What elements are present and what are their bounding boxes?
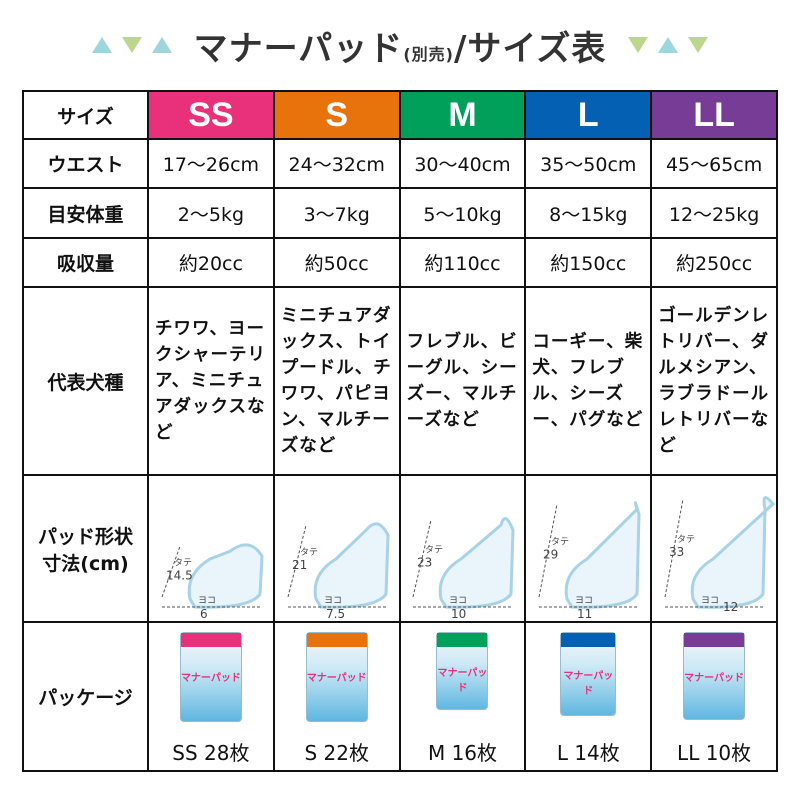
breeds-text: ゴールデンレトリバー、ダルメシアン、ラブラドールレトリバーなど [658,306,770,456]
pad-shape-image: タテ 23 ヨコ 10 [412,516,515,619]
weight-value: 2〜5kg [177,203,245,226]
weight-value: 8〜15kg [549,203,628,226]
size-header-SS: SS [147,90,275,140]
triangle-down-icon [688,37,709,53]
triangle-up-icon [658,37,679,53]
size-header-S: S [272,90,401,140]
package-count: SS 28枚 [172,740,250,765]
package-count: S 22枚 [304,740,369,765]
weight-value: 5〜10kg [423,203,502,226]
triangle-up-icon [151,37,172,53]
row-package: パッケージ マナーパッド SS 28枚 マナーパッド S 22枚 マナーパッド M 16枚 マ… [22,621,778,772]
page-title: マナーパッド(別売)/サイズ表 [0,20,800,70]
tate-value: 29 [543,547,558,561]
package-count: LL 10枚 [677,740,752,765]
package-brand: マナーパッド [306,673,367,685]
yoko-value: 7.5 [326,607,345,619]
package-image: マナーパッド [683,631,746,720]
pad-shape-image: タテ 29 ヨコ 11 [538,500,641,619]
tate-value: 21 [292,558,307,572]
package-brand: マナーパッド [684,672,745,684]
label-package: パッケージ [22,621,149,772]
yoko-label: ヨコ [449,596,467,606]
yoko-label: ヨコ [198,596,216,606]
tate-value: 23 [417,555,432,569]
yoko-value: 12 [723,600,738,614]
row-breeds: 代表犬種 チワワ、ヨークシャーテリア、ミニチュアダックスなど ミニチュアダックス、ト… [22,286,778,476]
triangle-up-icon [91,37,112,53]
breeds-text: チワワ、ヨークシャーテリア、ミニチュアダックスなど [155,319,266,443]
row-pad: パッド形状 寸法(cm) タテ 14.5 ヨコ 6 タテ 21 ヨコ 7.5 タ… [22,474,778,623]
label-absorb: 吸収量 [22,237,149,288]
size-name: M [448,95,477,134]
tate-label: タテ [425,544,443,555]
row-absorb: 吸収量 約20cc 約50cc 約110cc 約150cc 約250cc [22,237,778,288]
tate-label: タテ [551,536,569,547]
size-header-LL: LL [650,90,778,140]
absorb-value: 約50cc [304,253,369,275]
tate-label: タテ [677,534,695,545]
row-weight: 目安体重 2〜5kg 3〜7kg 5〜10kg 8〜15kg 12〜25kg [22,187,778,239]
package-image: マナーパッド [179,631,242,722]
pad-shape-image: タテ 33 ヨコ 12 [664,495,776,614]
title-text: マナーパッド(別売)/サイズ表 [194,21,607,70]
yoko-value: 10 [451,607,466,619]
size-name: LL [693,95,735,134]
waist-value: 24〜32cm [288,154,385,176]
weight-value: 3〜7kg [303,203,370,226]
waist-value: 45〜65cm [665,154,763,176]
yoko-label: ヨコ [575,596,593,606]
breeds-text: フレブル、ビーグル、シーズー、マルチーズなど [406,332,518,430]
weight-value: 12〜25kg [668,203,760,226]
pad-shape-image: タテ 14.5 ヨコ 6 [161,542,264,619]
tate-value: 14.5 [166,568,193,582]
yoko-value: 6 [200,607,208,619]
yoko-label: ヨコ [701,596,719,606]
label-breeds: 代表犬種 [22,286,149,476]
package-brand: マナーパッド [180,673,241,685]
title-tail: /サイズ表 [453,28,607,69]
size-header-M: M [398,90,527,140]
absorb-value: 約150cc [550,253,627,275]
waist-value: 17〜26cm [162,154,260,176]
pad-shape-image: タテ 21 ヨコ 7.5 [287,521,390,619]
size-name: SS [188,95,234,134]
label-waist: ウエスト [22,138,149,189]
breeds-text: コーギー、柴犬、フレブル、シーズー、パグなど [532,332,644,430]
title-main: マナーパッド [193,28,404,69]
label-size: サイズ [22,90,149,140]
size-name: L [577,95,599,134]
absorb-value: 約110cc [424,253,501,275]
label-pad: パッド形状 寸法(cm) [22,474,149,623]
row-waist: ウエスト 17〜26cm 24〜32cm 30〜40cm 35〜50cm 45〜65cm [22,138,778,189]
tate-value: 33 [669,545,684,559]
tate-label: タテ [174,557,192,568]
yoko-label: ヨコ [324,596,342,606]
waist-value: 30〜40cm [414,154,511,176]
title-sub: (別売) [403,44,454,64]
label-weight: 目安体重 [22,187,149,239]
size-header-L: L [524,90,653,140]
triangle-down-icon [121,37,142,53]
yoko-value: 11 [577,607,592,619]
package-image: マナーパッド [305,631,368,722]
tate-label: タテ [300,547,318,558]
size-table: サイズ SS S M L LL ウエスト 17〜26cm 24〜32cm 30〜40cm 35〜… [22,90,778,772]
package-count: L 14枚 [556,740,620,765]
row-size: サイズ SS S M L LL [22,90,778,140]
waist-value: 35〜50cm [540,154,637,176]
package-brand: マナーパッド [437,668,488,695]
size-name: S [325,95,349,134]
package-image: マナーパッド [560,631,617,716]
package-image: マナーパッド [436,631,489,710]
triangle-down-icon [628,37,649,53]
breeds-text: ミニチュアダックス、トイプードル、チワワ、パピヨン、マルチーズなど [280,306,392,456]
absorb-value: 約20cc [178,253,243,275]
package-count: M 16枚 [427,740,498,765]
absorb-value: 約250cc [676,253,753,275]
package-brand: マナーパッド [563,670,614,697]
